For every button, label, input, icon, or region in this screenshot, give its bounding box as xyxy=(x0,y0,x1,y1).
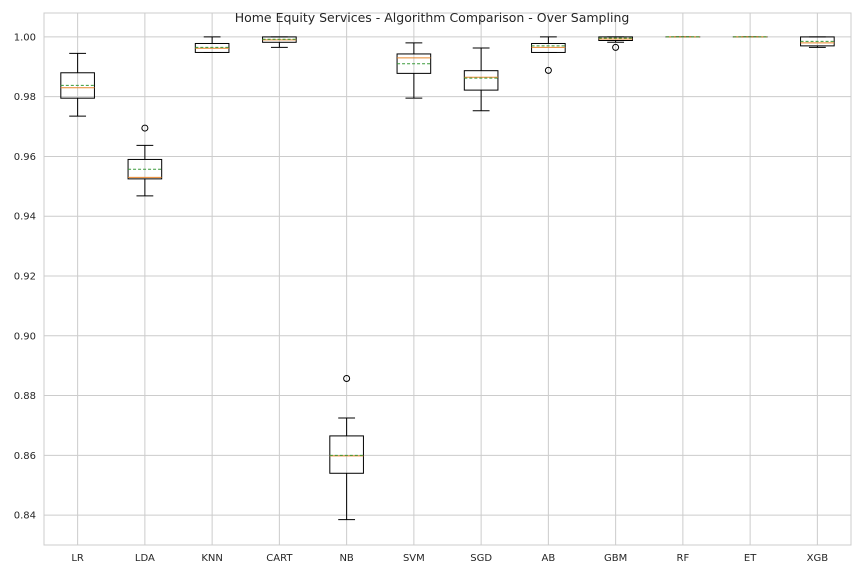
x-axis-ticks: LR LDA KNN CART NB SVM SGD AB GBM RF ET XGB xyxy=(71,553,828,564)
y-tick-label: 1.00 xyxy=(14,32,36,43)
box-lda xyxy=(127,124,163,197)
y-tick-label: 0.98 xyxy=(14,92,36,103)
y-tick-label: 0.94 xyxy=(14,212,36,223)
x-tick-label: LR xyxy=(71,553,84,564)
chart-title: Home Equity Services - Algorithm Compari… xyxy=(235,10,630,25)
x-tick-label: NB xyxy=(339,553,353,564)
outlier-point xyxy=(612,43,620,51)
y-tick-label: 0.92 xyxy=(14,272,36,283)
x-tick-label: GBM xyxy=(604,553,627,564)
box-svm xyxy=(396,42,432,99)
box-lr xyxy=(60,52,95,117)
outlier-point xyxy=(141,124,149,132)
box-knn xyxy=(194,36,230,53)
box-series xyxy=(60,36,835,521)
outlier-point xyxy=(544,66,552,74)
y-tick-label: 0.96 xyxy=(14,152,36,163)
x-tick-label: AB xyxy=(542,553,556,564)
y-tick-label: 0.84 xyxy=(14,511,36,522)
x-tick-label: XGB xyxy=(807,553,829,564)
x-tick-label: KNN xyxy=(201,553,223,564)
box-cart xyxy=(262,36,297,48)
x-tick-label: SGD xyxy=(470,553,492,564)
x-tick-label: LDA xyxy=(135,553,155,564)
iqr-box xyxy=(463,70,499,91)
box-gbm xyxy=(598,36,633,51)
x-tick-label: CART xyxy=(266,553,293,564)
y-axis-ticks: 0.84 0.86 0.88 0.90 0.92 0.94 0.96 0.98 1.00 xyxy=(14,32,36,521)
iqr-box xyxy=(329,435,364,474)
y-tick-label: 0.88 xyxy=(14,391,36,402)
x-tick-label: RF xyxy=(677,553,690,564)
box-xgb xyxy=(800,36,835,48)
outlier-point xyxy=(343,375,351,383)
box-ab xyxy=(531,36,566,74)
x-tick-label: ET xyxy=(744,553,757,564)
iqr-box xyxy=(531,42,566,53)
plot-frame xyxy=(43,12,852,546)
box-nb xyxy=(329,375,364,521)
x-tick-label: SVM xyxy=(403,553,425,564)
box-sgd xyxy=(463,47,499,112)
y-tick-label: 0.86 xyxy=(14,451,36,462)
y-tick-label: 0.90 xyxy=(14,331,36,342)
